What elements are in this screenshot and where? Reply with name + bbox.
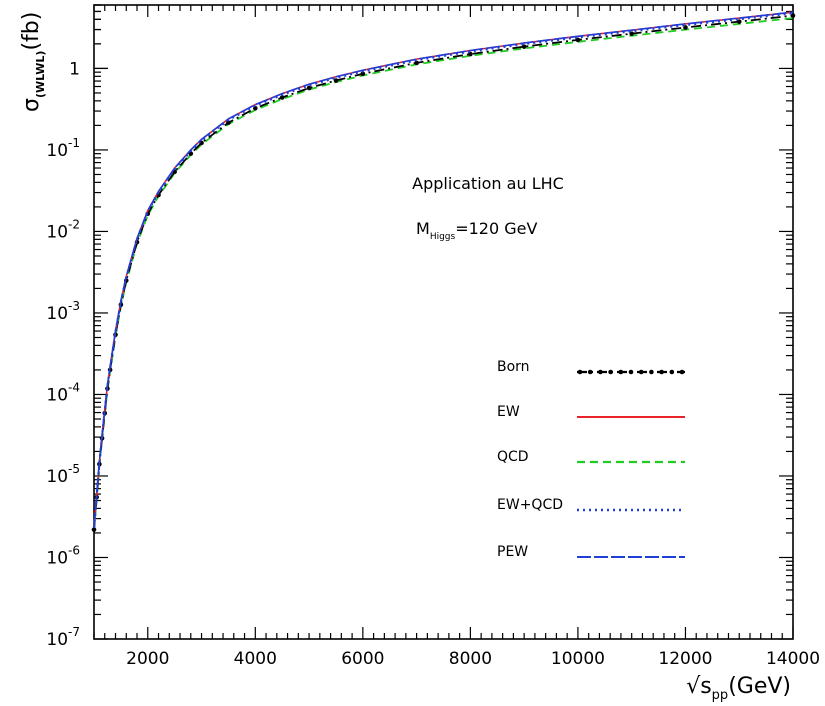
- born-marker: [279, 95, 285, 100]
- y-tick-label-base: 10: [46, 548, 68, 568]
- x-axis-title-unit: (GeV): [728, 674, 791, 699]
- x-axis-title-subscript: pp: [712, 688, 729, 702]
- y-tick-label-exponent: -7: [68, 625, 80, 639]
- y-tick-label-base: 10: [46, 467, 68, 487]
- x-tick-label: 14000: [766, 649, 820, 669]
- y-axis-title-sigma: σ: [19, 98, 44, 112]
- born-marker: [333, 78, 339, 83]
- y-axis-title-unit: (fb): [19, 12, 44, 51]
- y-tick-label-base: 10: [46, 630, 68, 650]
- plot-frame: [93, 4, 794, 640]
- x-tick-label: 4000: [234, 649, 277, 669]
- higgs-mass-symbol: M: [416, 219, 430, 238]
- legend-born-marker: [608, 369, 613, 375]
- y-tick-label-exponent: -3: [68, 299, 80, 313]
- legend-born-marker: [679, 369, 685, 375]
- y-tick-label: 10-6: [46, 543, 80, 568]
- axis-ticks: [93, 4, 794, 640]
- born-marker: [629, 31, 634, 36]
- born-marker: [736, 19, 742, 24]
- y-tick-label-base: 10: [46, 304, 68, 324]
- series-layer: [91, 11, 796, 532]
- born-marker: [414, 60, 419, 66]
- born-marker: [468, 51, 473, 57]
- legend-born-marker: [618, 369, 624, 375]
- born-marker: [226, 120, 231, 125]
- y-tick-label-exponent: -5: [68, 462, 80, 476]
- legend-born-marker: [577, 369, 583, 375]
- y-tick-label: 10-7: [46, 625, 80, 650]
- legend-label-qcd: QCD: [497, 449, 529, 465]
- legend-label-born: Born: [497, 359, 530, 375]
- y-tick-label-exponent: -2: [68, 217, 80, 231]
- born-marker: [188, 151, 194, 156]
- y-tick-label: 10-1: [46, 136, 80, 161]
- legend-born-marker: [659, 369, 664, 375]
- y-tick-label: 10-5: [46, 462, 80, 487]
- x-axis-title: √spp(GeV): [686, 674, 791, 702]
- born-marker: [91, 527, 97, 532]
- x-tick-label: 2000: [126, 649, 169, 669]
- legend-label-ew: EW: [497, 404, 520, 420]
- y-tick-label: 10-2: [46, 217, 80, 242]
- higgs-mass-subscript: Higgs: [430, 232, 456, 242]
- legend-born-marker: [598, 369, 603, 375]
- legend-label-ew-plus-qcd: EW+QCD: [497, 497, 563, 513]
- y-tick-label-base: 1: [69, 59, 80, 79]
- legend-born-marker: [587, 369, 593, 375]
- legend-born-marker: [669, 369, 675, 375]
- born-marker: [306, 85, 312, 91]
- y-tick-label-exponent: -6: [68, 543, 80, 557]
- y-tick-label: 1: [69, 59, 80, 79]
- born-marker: [683, 25, 688, 30]
- y-tick-label-base: 10: [46, 385, 68, 405]
- legend-born-marker: [649, 369, 654, 375]
- y-tick-label-base: 10: [46, 141, 68, 161]
- y-axis-title-subscript: (WLWL): [34, 51, 47, 99]
- y-tick-label: 10-3: [46, 299, 80, 324]
- x-axis-title-sqrt: √s: [686, 674, 711, 699]
- legend: Born EW QCD EW+QCD PEW: [497, 359, 685, 560]
- x-tick-label: 6000: [341, 649, 384, 669]
- y-tick-label-exponent: -1: [68, 136, 80, 150]
- legend-label-pew: PEW: [497, 544, 528, 560]
- y-tick-labels: 10-710-610-510-410-310-210-11: [46, 59, 80, 650]
- series-line-born: [93, 14, 794, 530]
- x-tick-labels: 2000 4000 6000 8000 10000 12000 14000: [126, 649, 820, 669]
- born-marker: [521, 44, 527, 49]
- higgs-mass-value: =120 GeV: [455, 219, 537, 238]
- x-tick-label: 10000: [551, 649, 605, 669]
- legend-born-marker: [638, 369, 644, 375]
- y-tick-label-base: 10: [46, 222, 68, 242]
- y-tick-label-exponent: -4: [68, 380, 80, 394]
- legend-born-marker: [628, 369, 634, 375]
- born-marker: [575, 37, 581, 43]
- y-axis-title: σ(WLWL)(fb): [19, 12, 47, 112]
- y-tick-label: 10-4: [46, 380, 80, 405]
- x-tick-label: 8000: [449, 649, 492, 669]
- born-marker: [790, 13, 796, 18]
- born-marker: [360, 71, 366, 77]
- annotation-application: Application au LHC: [412, 174, 564, 193]
- annotation-higgs-mass: MHiggs=120 GeV: [416, 219, 537, 242]
- x-tick-label: 12000: [658, 649, 712, 669]
- born-marker: [199, 140, 204, 146]
- series-line-pew: [93, 11, 794, 527]
